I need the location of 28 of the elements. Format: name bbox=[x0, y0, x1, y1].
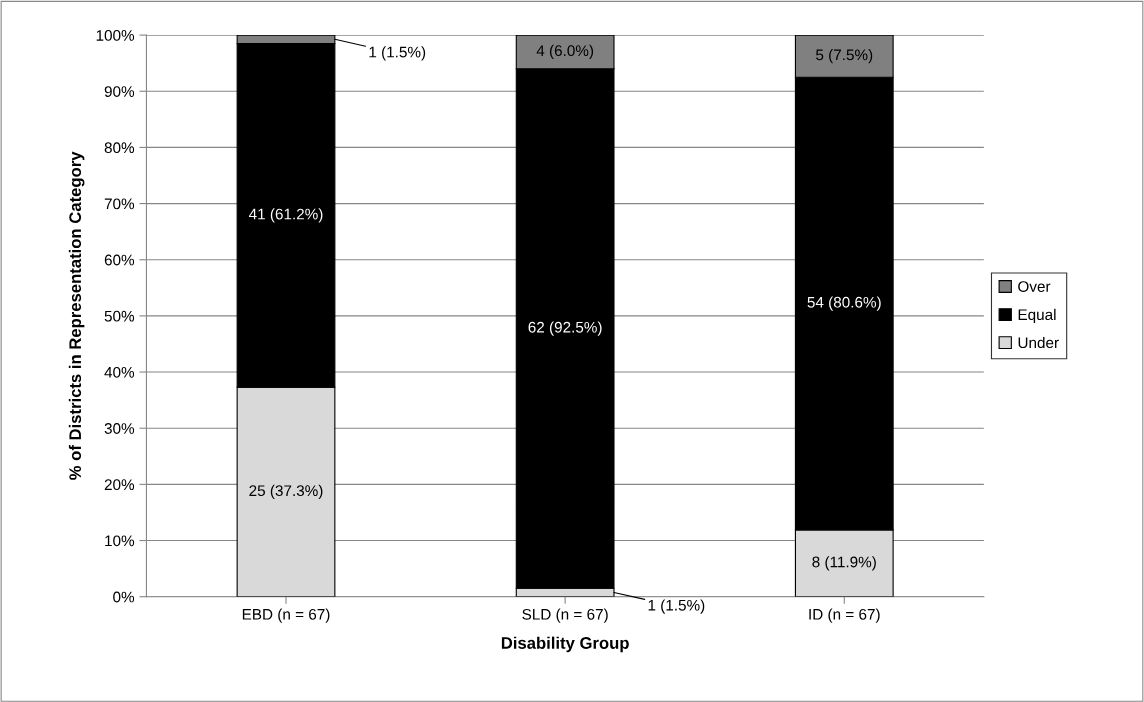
legend-label: Over bbox=[1018, 281, 1051, 292]
legend-label: Equal bbox=[1018, 308, 1056, 324]
y-tick-label: 100% bbox=[96, 29, 135, 41]
y-tick-label: 80% bbox=[104, 142, 135, 154]
data-label: 8 (11.9%) bbox=[812, 556, 876, 571]
data-label: 1 (1.5%) bbox=[369, 46, 426, 61]
y-axis-title: % of Districts in Representation Category bbox=[68, 151, 85, 480]
y-tick-label: 70% bbox=[104, 198, 135, 210]
data-label: 5 (7.5%) bbox=[816, 49, 873, 64]
y-tick-label: 30% bbox=[104, 423, 135, 434]
y-tick-label: 0% bbox=[113, 591, 135, 603]
data-label: 4 (6.0%) bbox=[536, 44, 594, 60]
x-tick-label: EBD (n = 67) bbox=[242, 608, 330, 623]
data-label: 25 (37.3%) bbox=[249, 484, 323, 500]
y-tick-label: 10% bbox=[105, 535, 135, 547]
y-tick-label: 20% bbox=[104, 479, 135, 491]
data-label: 62 (92.5%) bbox=[528, 321, 602, 336]
y-tick-label: 60% bbox=[104, 254, 135, 266]
data-label: 41 (61.2%) bbox=[248, 208, 323, 223]
y-tick-label: 50% bbox=[104, 310, 135, 322]
legend-label: Under bbox=[1018, 336, 1059, 349]
data-label: 54 (80.6%) bbox=[807, 296, 881, 311]
x-axis-title: Disability Group bbox=[501, 636, 629, 653]
y-tick-label: 90% bbox=[104, 86, 135, 97]
x-tick-label: ID (n = 67) bbox=[809, 608, 880, 623]
x-tick-label: SLD (n = 67) bbox=[522, 608, 608, 623]
data-label: 1 (1.5%) bbox=[648, 599, 705, 614]
y-tick-label: 40% bbox=[104, 366, 135, 378]
